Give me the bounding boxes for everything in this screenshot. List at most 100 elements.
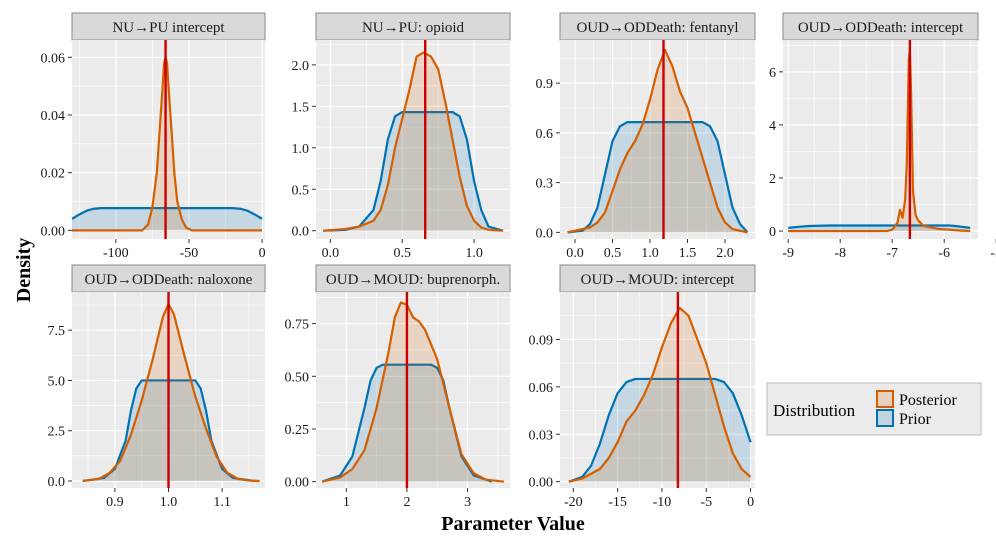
facet-strip [315, 264, 511, 293]
facet-panel: OUD→ODDeath: intercept -9 -8 -7 -6 -5 0 2 4 6 [769, 12, 996, 261]
y-tick-label: 0.0 [292, 225, 310, 240]
posterior-density-area [567, 49, 748, 233]
prior-density-line [323, 111, 504, 232]
x-tick-label: -9 [782, 246, 794, 261]
y-tick-label: 0.5 [292, 183, 310, 198]
y-tick-label: 2.5 [48, 425, 66, 440]
legend-box [766, 382, 982, 436]
posterior-density-line [568, 306, 752, 483]
facet-panel: OUD→ODDeath: naloxone 0.9 1.0 1.1 0.0 2.5 5.0 7… [48, 264, 266, 510]
prior-density-line [788, 224, 971, 229]
legend: Distribution Posterior Prior [766, 382, 982, 436]
prior-density-area [568, 378, 751, 482]
y-tick-label: 0.6 [536, 127, 554, 142]
facet-strip [315, 12, 511, 41]
x-tick-label: 1.0 [465, 246, 483, 261]
prior-density-line [71, 207, 263, 220]
facet-panel: OUD→MOUD: buprenorph. 1 2 3 0.00 0.25 0.50 0.75 [285, 264, 511, 510]
y-tick-label: 0.0 [536, 226, 554, 241]
facet-strip [782, 12, 979, 41]
posterior-density-area [568, 307, 751, 482]
posterior-density-area [82, 304, 260, 481]
y-tick-label: 0.04 [41, 109, 66, 124]
y-axis-title: Density [13, 238, 35, 302]
facet-title: OUD→ODDeath: intercept [798, 20, 964, 36]
facet-panel: OUD→MOUD: intercept -20 -15 -10 -5 0 0.00 0.03 0… [529, 264, 756, 510]
prior-density-area [323, 112, 503, 231]
facet-panel: OUD→ODDeath: fentanyl 0.0 0.5 1.0 1.5 2.0 0.0 0… [536, 12, 756, 261]
y-tick-label: 0.06 [529, 381, 554, 396]
y-tick-label: 2 [769, 172, 776, 187]
panel-background [783, 40, 978, 239]
posterior-density-line [323, 51, 503, 232]
y-tick-label: 0.9 [536, 77, 554, 92]
x-tick-label: 0.9 [106, 495, 124, 510]
posterior-density-line [567, 48, 748, 234]
y-tick-label: 5.0 [48, 374, 66, 389]
y-tick-label: 0.09 [529, 333, 554, 348]
facet-strip [559, 12, 756, 41]
x-tick-label: 0 [747, 495, 754, 510]
x-axis-title: Parameter Value [441, 513, 585, 535]
prior-density-line [567, 120, 749, 234]
y-tick-label: 0.25 [285, 423, 310, 438]
posterior-density-line [321, 301, 505, 483]
y-tick-label: 1.0 [292, 142, 310, 157]
legend-label-prior: Prior [899, 411, 932, 428]
facet-title: OUD→MOUD: intercept [581, 272, 736, 288]
y-tick-label: 0.50 [285, 370, 310, 385]
y-tick-label: 0.03 [529, 428, 554, 443]
facet-panel: NU→PU intercept -100 -50 0 0.00 0.02 0.04 0.06 [41, 12, 266, 261]
x-tick-label: 0.5 [604, 246, 622, 261]
y-tick-label: 0.3 [536, 177, 554, 192]
posterior-density-line [82, 302, 260, 483]
prior-density-area [567, 122, 748, 233]
y-tick-label: 0.00 [285, 476, 310, 491]
x-tick-label: 0.0 [566, 246, 584, 261]
y-tick-label: 0.00 [529, 476, 554, 491]
y-tick-label: 0.06 [41, 51, 66, 66]
legend-title: Distribution [773, 401, 856, 420]
facet-title: NU→PU intercept [112, 20, 225, 36]
x-tick-label: -8 [834, 246, 846, 261]
y-tick-label: 0.02 [41, 167, 66, 182]
facet-panels: NU→PU intercept-100 -50 00.000.020.040.06N… [41, 12, 996, 510]
x-tick-label: 1.0 [641, 246, 659, 261]
prior-density-area [72, 208, 263, 231]
x-tick-label: 1.1 [213, 495, 231, 510]
x-tick-label: 1.5 [679, 246, 697, 261]
x-tick-label: 3 [464, 495, 471, 510]
x-tick-label: -100 [103, 246, 129, 261]
x-tick-label: 2.0 [716, 246, 734, 261]
prior-density-line [568, 377, 752, 483]
y-tick-label: 1.5 [292, 100, 310, 115]
x-tick-label: -50 [180, 246, 199, 261]
facet-title: OUD→ODDeath: fentanyl [576, 20, 738, 36]
facet-title: OUD→MOUD: buprenorph. [326, 272, 500, 288]
posterior-density-area [323, 52, 503, 231]
facet-title: OUD→ODDeath: naloxone [85, 272, 253, 288]
facet-strip [559, 264, 756, 293]
x-tick-label: -10 [653, 495, 672, 510]
x-tick-label: 0 [259, 246, 266, 261]
y-tick-label: 0.0 [48, 475, 66, 490]
x-tick-label: -6 [938, 246, 950, 261]
legend-key-posterior [876, 390, 894, 408]
x-tick-label: 0.5 [393, 246, 411, 261]
y-tick-label: 0.75 [285, 318, 310, 333]
x-tick-label: -7 [886, 246, 898, 261]
x-tick-label: -15 [608, 495, 627, 510]
panel-background [560, 292, 755, 488]
x-tick-label: 1.0 [160, 495, 178, 510]
y-tick-label: 0.00 [41, 224, 66, 239]
x-tick-label: 0.0 [322, 246, 340, 261]
posterior-density-area [72, 57, 263, 231]
legend-key-prior [876, 409, 894, 427]
x-tick-label: 2 [403, 495, 410, 510]
y-tick-label: 0 [769, 225, 776, 240]
posterior-density-area [322, 302, 504, 482]
facet-panel: NU→PU: opioid 0.0 0.5 1.0 0.0 0.5 1.0 1.5 2.0 [292, 12, 511, 261]
x-tick-label: -5 [990, 246, 996, 261]
facet-strip [71, 12, 266, 41]
